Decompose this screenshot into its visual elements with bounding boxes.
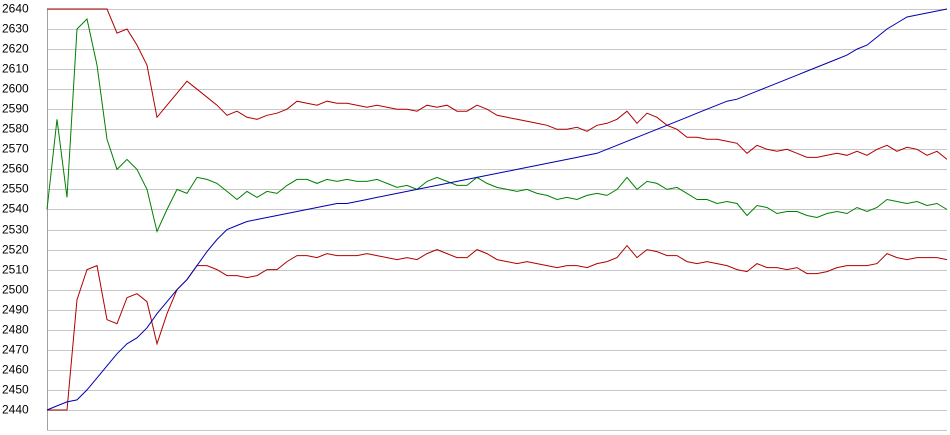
y-tick-label: 2600	[2, 82, 29, 96]
y-tick-label: 2500	[2, 283, 29, 297]
y-tick-label: 2580	[2, 122, 29, 136]
y-tick-label: 2570	[2, 142, 29, 156]
y-tick-label: 2560	[2, 162, 29, 176]
y-tick-label: 2520	[2, 243, 29, 257]
y-tick-label: 2550	[2, 182, 29, 196]
y-tick-label: 2470	[2, 343, 29, 357]
y-tick-label: 2540	[2, 202, 29, 216]
y-tick-label: 2590	[2, 102, 29, 116]
series-line	[46, 17, 948, 234]
y-tick-label: 2450	[2, 383, 29, 397]
y-tick-label: 2620	[2, 42, 29, 56]
y-tick-label: 2510	[2, 263, 29, 277]
y-tick-label: 2640	[2, 2, 29, 16]
series-line	[47, 8, 948, 160]
y-tick-label: 2460	[2, 363, 29, 377]
y-tick-label: 2490	[2, 303, 29, 317]
y-tick-label: 2480	[2, 323, 29, 337]
y-tick-label: 2530	[2, 223, 29, 237]
series-line	[46, 8, 948, 411]
y-tick-label: 2440	[2, 403, 29, 417]
y-tick-label: 2630	[2, 22, 29, 36]
y-tick-label: 2610	[2, 62, 29, 76]
